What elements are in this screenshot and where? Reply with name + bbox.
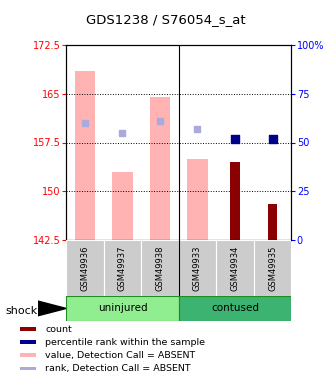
Text: GSM49937: GSM49937 <box>118 245 127 291</box>
Text: GSM49938: GSM49938 <box>156 245 165 291</box>
Text: uninjured: uninjured <box>98 303 147 313</box>
Text: value, Detection Call = ABSENT: value, Detection Call = ABSENT <box>45 351 196 360</box>
Text: GSM49935: GSM49935 <box>268 246 277 291</box>
Point <box>232 136 238 142</box>
Text: GSM49933: GSM49933 <box>193 245 202 291</box>
Text: shock: shock <box>5 306 37 315</box>
Point <box>195 126 200 132</box>
Bar <box>187 159 208 240</box>
Point <box>270 136 275 142</box>
Point <box>120 130 125 136</box>
Text: GSM49936: GSM49936 <box>80 245 89 291</box>
Point <box>157 118 163 124</box>
Bar <box>179 240 216 296</box>
Text: rank, Detection Call = ABSENT: rank, Detection Call = ABSENT <box>45 364 191 373</box>
Bar <box>150 97 170 240</box>
Text: percentile rank within the sample: percentile rank within the sample <box>45 338 206 346</box>
Text: contused: contused <box>211 303 259 313</box>
Bar <box>20 327 36 331</box>
Text: GSM49934: GSM49934 <box>230 246 240 291</box>
Bar <box>20 367 36 370</box>
Bar <box>66 296 179 321</box>
Bar <box>20 354 36 357</box>
Bar <box>66 240 104 296</box>
Bar <box>179 296 291 321</box>
Bar <box>216 240 254 296</box>
Polygon shape <box>38 301 66 316</box>
Bar <box>230 162 240 240</box>
Point <box>82 120 88 126</box>
Bar <box>268 204 277 240</box>
Bar <box>112 172 133 240</box>
Text: GDS1238 / S76054_s_at: GDS1238 / S76054_s_at <box>86 13 245 26</box>
Bar <box>104 240 141 296</box>
Bar <box>141 240 179 296</box>
Text: count: count <box>45 324 72 334</box>
Bar <box>254 240 291 296</box>
Bar <box>20 340 36 344</box>
Bar <box>75 71 95 240</box>
